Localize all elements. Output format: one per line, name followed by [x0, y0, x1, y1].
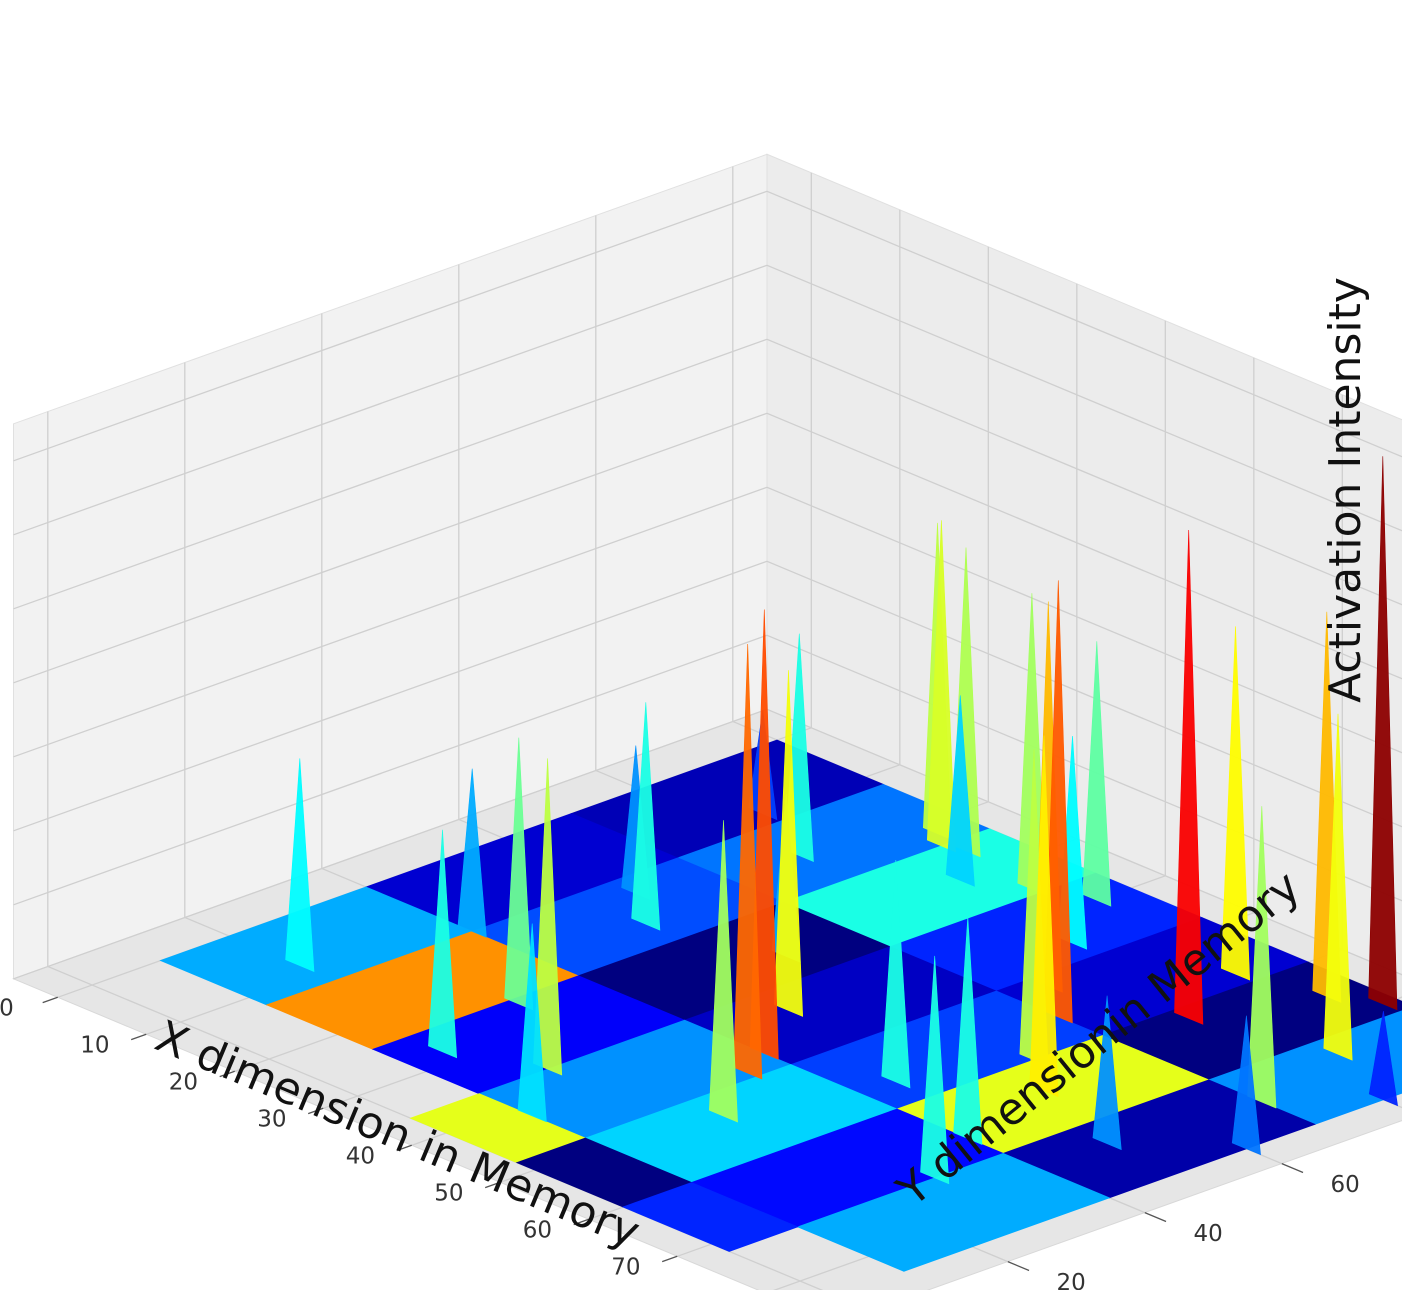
grid-line-z — [13, 634, 1402, 906]
surface-spike — [1029, 735, 1059, 1098]
x-tick — [219, 1070, 235, 1078]
x-tick — [130, 1033, 147, 1041]
surface-spike — [457, 768, 487, 938]
surface-spike — [1092, 995, 1122, 1151]
grid-line-z — [13, 412, 1402, 684]
surface-spike — [1082, 641, 1112, 907]
surface-spike — [285, 758, 315, 972]
x-tick — [573, 1218, 589, 1226]
y-tick — [1007, 1261, 1030, 1272]
surface-spike — [428, 829, 458, 1059]
surface-spike — [504, 737, 534, 1011]
surface-spike — [945, 695, 975, 887]
x-tick-label: 40 — [346, 1144, 375, 1170]
surface-spike — [1174, 529, 1204, 1025]
z-axis-label: Activation Intensity — [1320, 277, 1371, 703]
x-tick — [484, 1181, 501, 1189]
x-tick — [307, 1107, 324, 1115]
y-tick — [1144, 1212, 1167, 1223]
surface-spike — [1368, 1010, 1398, 1107]
x-tick — [661, 1255, 678, 1263]
surface-spike — [881, 859, 911, 1089]
x-tick-label: 70 — [611, 1255, 640, 1281]
y-tick-label: 20 — [1056, 1270, 1085, 1290]
surface-spike — [1247, 806, 1277, 1109]
surface-mesh — [159, 456, 1402, 1272]
surface-spike — [1368, 456, 1398, 1011]
x-tick-label: 0 — [0, 996, 14, 1022]
surface-spike — [926, 520, 956, 853]
surface-spike — [920, 955, 950, 1185]
surface-spike — [953, 916, 983, 1145]
surface-spike — [1231, 1015, 1261, 1156]
x-tick-label: 10 — [80, 1033, 109, 1059]
x-tick-label: 50 — [434, 1181, 463, 1207]
surface-block — [621, 1182, 799, 1252]
surface-spike — [631, 702, 661, 931]
surface-spike — [773, 670, 804, 1017]
grid-line-z — [13, 486, 1402, 758]
y-tick-label: 60 — [1330, 1172, 1359, 1198]
grid-line-z — [13, 264, 1402, 536]
surface-spike — [1220, 626, 1251, 981]
x-tick-label: 30 — [257, 1107, 286, 1133]
x-tick — [42, 996, 58, 1004]
y-tick-label: 40 — [1193, 1221, 1222, 1247]
y-tick — [1281, 1163, 1304, 1174]
surface-spike — [708, 820, 738, 1123]
surface-spike — [533, 758, 563, 1076]
axis-ticks: 0102030405060708002040608010001020304050… — [0, 996, 1360, 1290]
x-tick — [396, 1144, 412, 1152]
grid-line-z — [13, 190, 1402, 462]
x-tick-label: 60 — [523, 1218, 552, 1244]
grid-line-z — [13, 560, 1402, 832]
surface-spike — [733, 643, 763, 1080]
x-tick-label: 20 — [169, 1070, 198, 1096]
surface-spike — [1323, 713, 1353, 1061]
surface-spike — [517, 923, 547, 1123]
grid-line-z — [13, 338, 1402, 610]
